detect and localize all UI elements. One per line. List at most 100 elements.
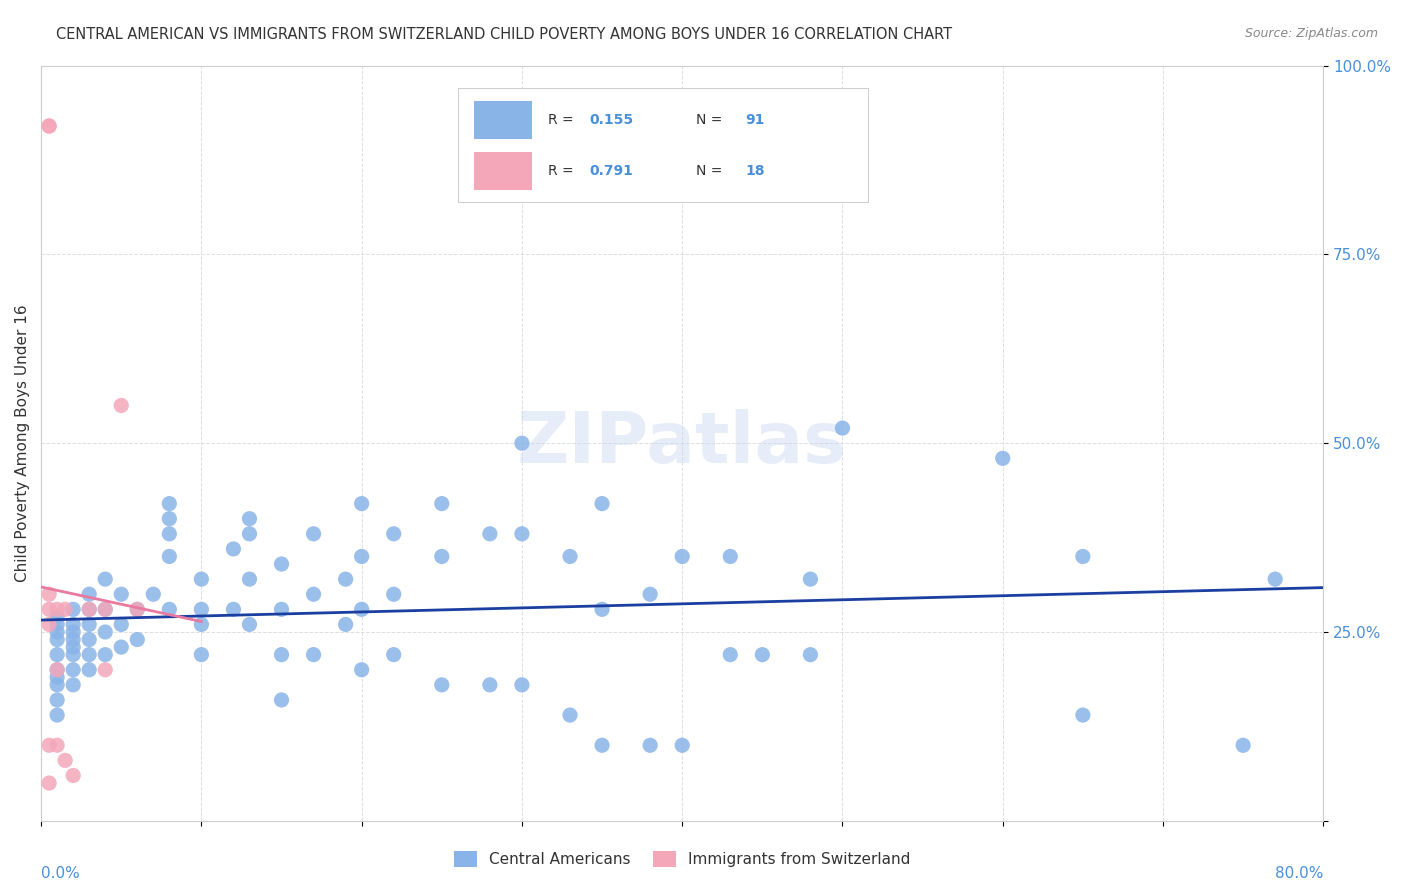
Point (53, 753, 76, 767)
Point (94, 663, 117, 677)
Point (591, 602, 613, 616)
Point (157, 549, 180, 564)
Point (157, 526, 180, 541)
Point (302, 648, 325, 662)
Point (46, 708, 69, 723)
Point (157, 512, 180, 526)
Point (190, 572, 212, 586)
Point (1232, 739, 1254, 753)
Point (270, 693, 292, 707)
Point (62, 678, 84, 692)
Point (110, 640, 132, 654)
Point (591, 497, 613, 511)
Text: 80.0%: 80.0% (1275, 866, 1323, 881)
Point (558, 549, 581, 564)
Point (77, 663, 100, 677)
Point (350, 663, 373, 677)
Point (127, 602, 149, 616)
Point (478, 526, 501, 541)
Point (382, 587, 405, 601)
Point (46, 739, 69, 753)
Point (430, 549, 453, 564)
Point (831, 421, 853, 435)
Point (94, 572, 117, 586)
Point (302, 526, 325, 541)
Point (190, 648, 212, 662)
Point (94, 602, 117, 616)
Point (38, 119, 60, 133)
Point (991, 451, 1014, 466)
Point (62, 625, 84, 640)
Point (77, 602, 100, 616)
Point (110, 399, 132, 413)
Point (77, 617, 100, 632)
Point (62, 768, 84, 782)
Point (77, 602, 100, 616)
Point (718, 549, 741, 564)
Point (382, 526, 405, 541)
Point (222, 602, 245, 616)
Point (238, 572, 260, 586)
Point (142, 587, 165, 601)
Point (335, 572, 357, 586)
Point (302, 587, 325, 601)
Point (46, 678, 69, 692)
Point (94, 625, 117, 640)
Point (38, 602, 60, 616)
Point (671, 739, 693, 753)
Point (799, 648, 821, 662)
Point (718, 648, 741, 662)
Point (510, 436, 533, 450)
Point (46, 693, 69, 707)
Point (38, 617, 60, 632)
Point (46, 670, 69, 684)
Point (46, 663, 69, 677)
Point (190, 617, 212, 632)
Point (62, 640, 84, 654)
Point (350, 549, 373, 564)
Point (510, 526, 533, 541)
Point (478, 678, 501, 692)
Text: Source: ZipAtlas.com: Source: ZipAtlas.com (1244, 27, 1378, 40)
Point (157, 602, 180, 616)
Point (46, 632, 69, 647)
Text: ZIPatlas: ZIPatlas (517, 409, 848, 478)
Point (350, 602, 373, 616)
Point (157, 497, 180, 511)
Point (38, 119, 60, 133)
Point (53, 602, 76, 616)
Point (638, 739, 661, 753)
Point (591, 739, 613, 753)
Text: 0.0%: 0.0% (41, 866, 80, 881)
Point (270, 648, 292, 662)
Point (62, 617, 84, 632)
Point (94, 648, 117, 662)
Point (62, 663, 84, 677)
Point (46, 602, 69, 616)
Point (94, 602, 117, 616)
Point (127, 632, 149, 647)
Point (62, 648, 84, 662)
Point (671, 549, 693, 564)
Point (430, 497, 453, 511)
Text: CENTRAL AMERICAN VS IMMIGRANTS FROM SWITZERLAND CHILD POVERTY AMONG BOYS UNDER 1: CENTRAL AMERICAN VS IMMIGRANTS FROM SWIT… (56, 27, 952, 42)
Point (38, 587, 60, 601)
Point (238, 512, 260, 526)
Point (110, 587, 132, 601)
Point (222, 541, 245, 556)
Point (510, 678, 533, 692)
Point (1071, 708, 1094, 723)
Point (238, 617, 260, 632)
Point (77, 587, 100, 601)
Point (46, 663, 69, 677)
Point (799, 572, 821, 586)
Point (350, 497, 373, 511)
Point (270, 602, 292, 616)
Point (1071, 549, 1094, 564)
Point (1264, 572, 1286, 586)
Point (46, 648, 69, 662)
Point (558, 708, 581, 723)
Point (430, 678, 453, 692)
Point (46, 617, 69, 632)
Legend: Central Americans, Immigrants from Switzerland: Central Americans, Immigrants from Switz… (447, 846, 917, 873)
